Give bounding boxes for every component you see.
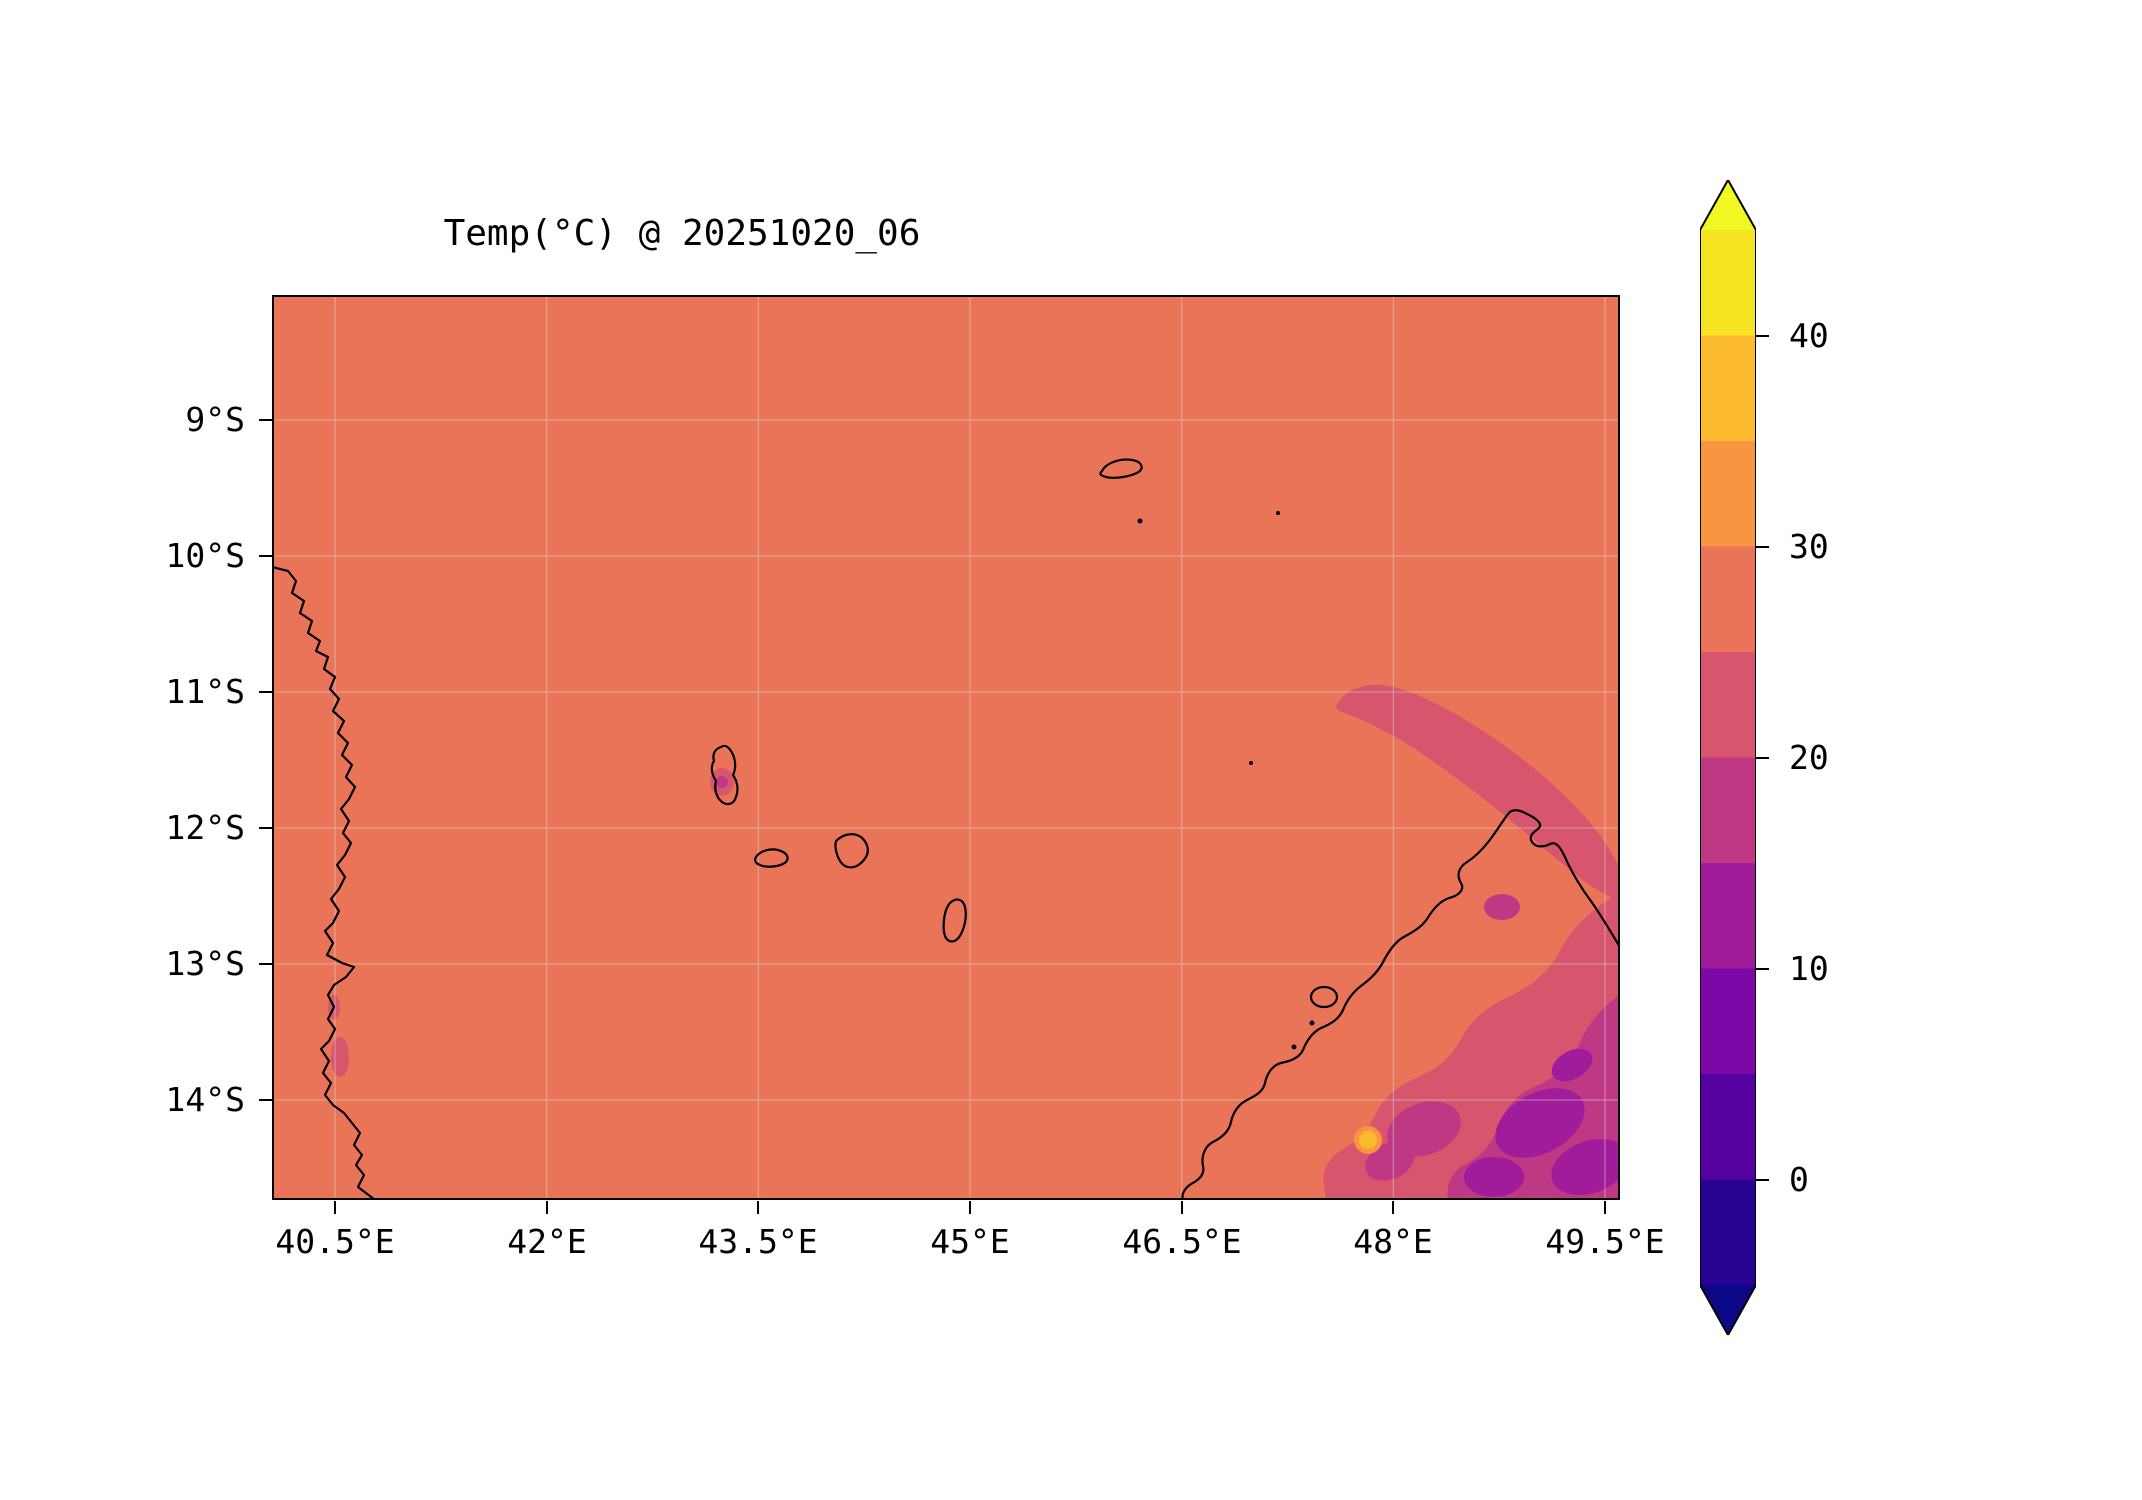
colorbar-band — [1700, 441, 1756, 547]
y-tick-mark — [259, 1099, 272, 1101]
y-tick-label: 9°S — [185, 400, 245, 439]
coastline-anjouan — [834, 833, 869, 869]
y-tick-mark — [259, 555, 272, 557]
coastlines — [272, 458, 1620, 1200]
colorbar-band — [1700, 335, 1756, 441]
map-plot — [272, 295, 1620, 1200]
y-tick-label: 13°S — [165, 944, 245, 983]
y-tick-mark — [259, 827, 272, 829]
islet-dot — [1309, 1020, 1315, 1026]
x-tick-mark — [1181, 1201, 1183, 1214]
x-tick-label: 48°E — [1353, 1222, 1433, 1261]
colorbar-band — [1700, 652, 1756, 758]
islet-dot — [1249, 761, 1253, 765]
x-tick-mark — [1392, 1201, 1394, 1214]
map-frame — [272, 295, 1620, 1200]
islet-dot — [1137, 518, 1143, 524]
coastline-madagascar — [1181, 809, 1620, 1200]
colorbar-band — [1700, 757, 1756, 863]
colorbar-band — [1700, 968, 1756, 1074]
gridlines — [272, 295, 1620, 1200]
y-tick-mark — [259, 691, 272, 693]
coastline-mayotte — [942, 898, 967, 943]
coastline-africa — [272, 565, 377, 1200]
coastline-moheli — [753, 848, 789, 868]
colorbar-tick-label: 10 — [1789, 949, 1829, 988]
colorbar-band — [1700, 1074, 1756, 1180]
colorbar-tick-label: 0 — [1789, 1160, 1809, 1199]
patch-purple-core-2 — [1551, 1138, 1620, 1196]
colorbar-tick-label: 20 — [1789, 738, 1829, 777]
colorbar-under-arrow — [1700, 1285, 1756, 1335]
x-tick-mark — [334, 1201, 336, 1214]
coastline-grande-comore — [710, 744, 739, 806]
colorbar-tick-mark — [1756, 335, 1769, 337]
y-tick-mark — [259, 963, 272, 965]
patch-comore-peak — [716, 776, 728, 788]
patch-magenta-blob-1 — [1387, 1101, 1461, 1157]
colorbar-tick-mark — [1756, 968, 1769, 970]
x-tick-label: 43.5°E — [698, 1222, 818, 1261]
patch-coast-smudge-1 — [331, 1037, 349, 1077]
patch-purple-core-4 — [1551, 1048, 1593, 1082]
colorbar-band — [1700, 546, 1756, 652]
colorbar-tick-label: 30 — [1789, 527, 1829, 566]
x-tick-label: 46.5°E — [1122, 1222, 1242, 1261]
y-tick-label: 11°S — [165, 672, 245, 711]
colorbar — [1700, 180, 1756, 1335]
x-tick-label: 45°E — [930, 1222, 1010, 1261]
y-tick-label: 10°S — [165, 536, 245, 575]
patch-purple-core-3 — [1464, 1157, 1524, 1197]
patch-purple-core-1 — [1495, 1088, 1585, 1158]
patch-magenta-blob-2 — [1365, 1141, 1415, 1181]
coastline-nosy-be — [1309, 985, 1339, 1009]
colorbar-tick-mark — [1756, 1179, 1769, 1181]
colorbar-tick-label: 40 — [1789, 316, 1829, 355]
coastline-aldabra — [1099, 458, 1143, 479]
colorbar-band — [1700, 230, 1756, 336]
x-tick-label: 40.5°E — [275, 1222, 395, 1261]
patch-warm-spot-inner — [1359, 1131, 1377, 1149]
x-tick-mark — [546, 1201, 548, 1214]
y-tick-label: 12°S — [165, 808, 245, 847]
islet-dot — [1291, 1044, 1297, 1050]
colorbar-over-arrow — [1700, 180, 1756, 230]
colorbar-tick-mark — [1756, 757, 1769, 759]
islet-dots — [1137, 511, 1315, 1050]
patch-magenta-oval — [1484, 894, 1520, 920]
colorbar-band — [1700, 863, 1756, 969]
colorbar-band — [1700, 1179, 1756, 1285]
x-tick-mark — [1604, 1201, 1606, 1214]
islet-dot — [1276, 511, 1280, 515]
y-tick-mark — [259, 419, 272, 421]
field-background — [272, 295, 1620, 1200]
colorbar-tick-mark — [1756, 546, 1769, 548]
figure-title-line1: Temp(°C) @ 20251020_06 — [443, 213, 921, 254]
x-tick-label: 42°E — [507, 1222, 587, 1261]
x-tick-label: 49.5°E — [1545, 1222, 1665, 1261]
y-tick-label: 14°S — [165, 1080, 245, 1119]
x-tick-mark — [969, 1201, 971, 1214]
x-tick-mark — [757, 1201, 759, 1214]
